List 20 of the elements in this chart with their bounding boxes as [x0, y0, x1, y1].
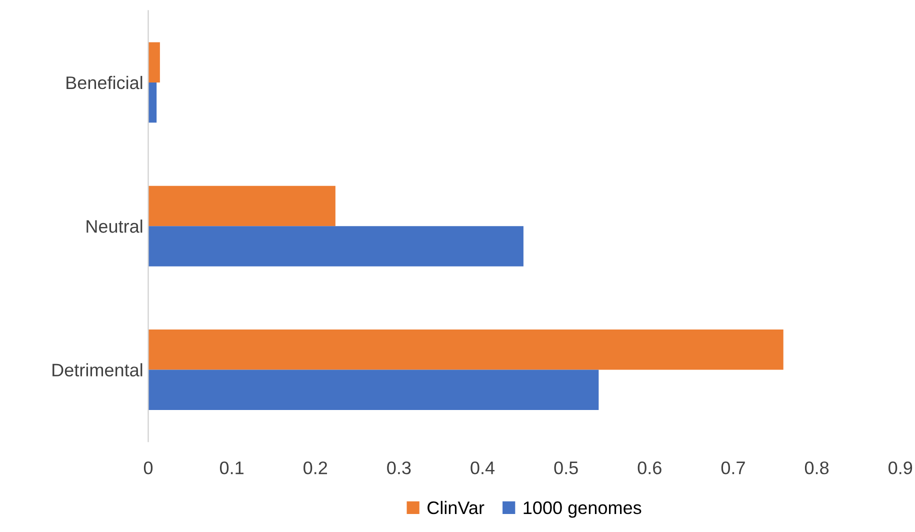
bar: [148, 330, 784, 370]
y-tick-label: Beneficial: [66, 76, 142, 90]
legend-label: 1000 genomes: [524, 501, 642, 518]
y-tick-label: Neutral: [86, 220, 142, 233]
x-tick-label: 0.3: [387, 461, 411, 474]
x-tick-label: 0.5: [554, 461, 578, 474]
x-tick-label: 0.2: [304, 461, 328, 474]
bar: [148, 42, 160, 82]
x-tick-label: 0.1: [220, 461, 244, 474]
x-tick-label: 0.8: [804, 461, 829, 474]
x-tick-label: 0.7: [721, 461, 745, 474]
bar: [148, 186, 336, 226]
y-tick-label: Detrimental: [52, 363, 142, 376]
bar: [148, 226, 524, 266]
x-tick-label: 0: [144, 461, 153, 474]
bar: [148, 370, 599, 410]
x-tick-label: 0.4: [470, 461, 495, 474]
x-tick-label: 0.6: [638, 461, 662, 474]
x-tick-label: 0.9: [888, 461, 912, 474]
legend-label: ClinVar: [428, 500, 484, 514]
